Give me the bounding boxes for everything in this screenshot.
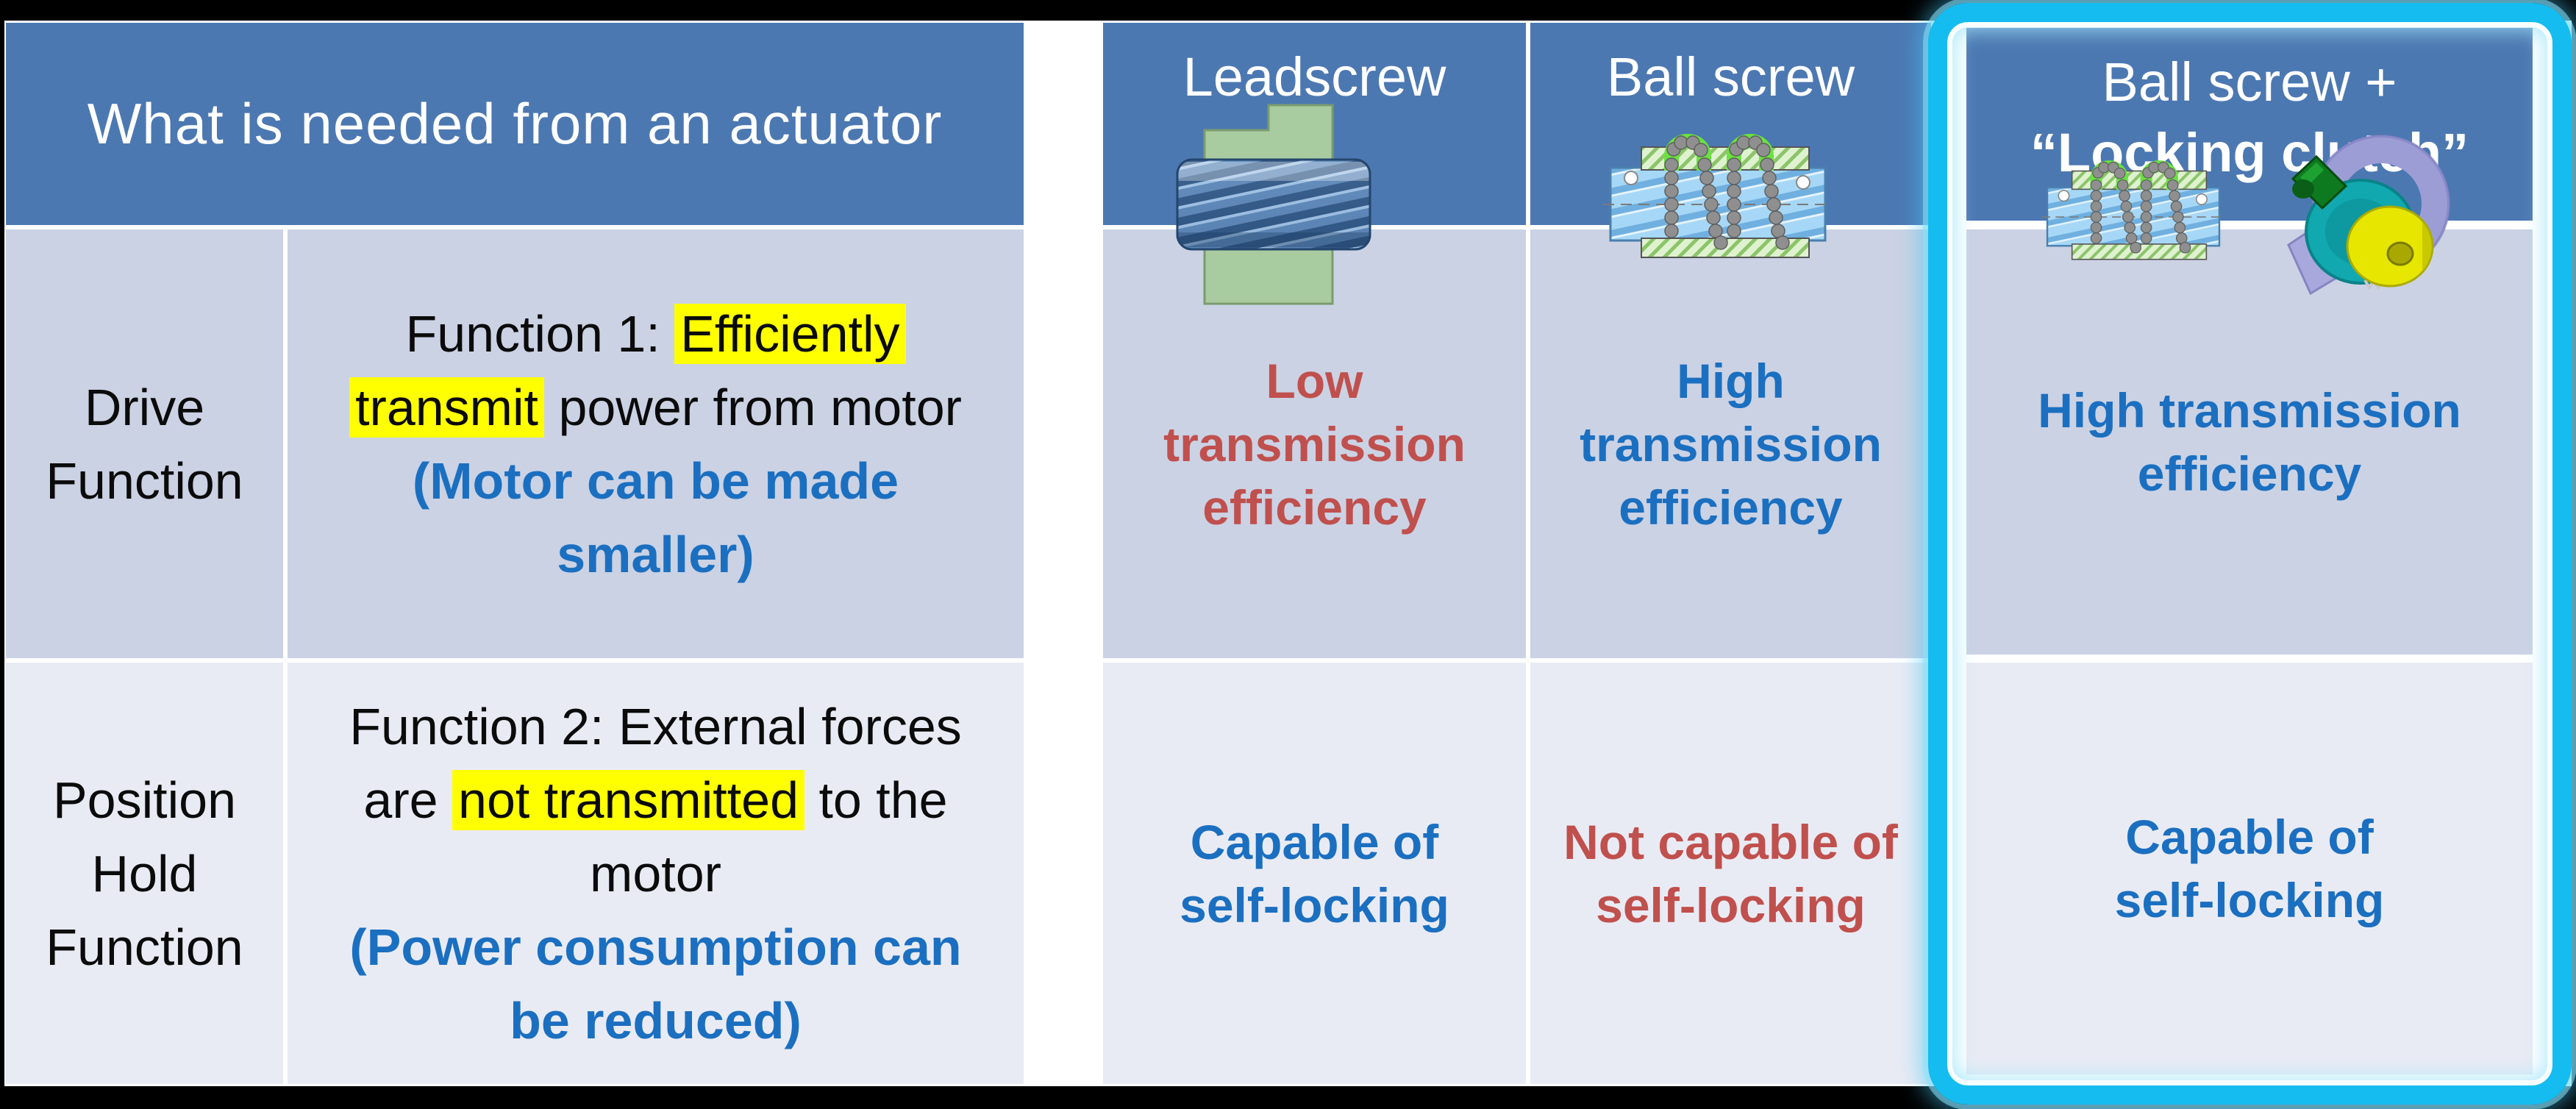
- drive-function-description: Function 1: Efficiently transmit power f…: [288, 229, 1024, 658]
- cell-leadscrew-position-hold: Capable of self-locking: [1103, 663, 1526, 1084]
- left-table-header: What is needed from an actuator: [6, 23, 1024, 225]
- row-label-drive-function: Drive Function: [6, 229, 283, 658]
- cell-ball-screw-position-hold: Not capable of self-locking: [1530, 663, 1931, 1084]
- left-table-title: What is needed from an actuator: [87, 91, 943, 156]
- cell-locking-clutch-drive: High transmission efficiency: [1966, 229, 2533, 655]
- position-hold-function-description: Function 2: External forces are not tran…: [288, 663, 1024, 1084]
- highlight-not-transmitted: not transmitted: [452, 769, 805, 830]
- cell-ball-screw-drive: High transmission efficiency: [1530, 229, 1931, 658]
- highlight-transmit: transmit: [349, 377, 544, 438]
- row-label-position-hold-function: Position Hold Function: [6, 663, 283, 1084]
- leadscrew-icon: [1176, 104, 1371, 305]
- cell-locking-clutch-position-hold: Capable of self-locking: [1966, 663, 2533, 1074]
- locking-clutch-highlight-frame: [1928, 3, 2572, 1105]
- locking-clutch-icon: [2287, 135, 2450, 296]
- ball-screw-icon: [1603, 134, 1833, 258]
- highlight-efficiently: Efficiently: [674, 303, 906, 364]
- column-header-ball-screw: Ball screw: [1530, 23, 1931, 225]
- ball-circles: [1664, 135, 1790, 250]
- ball-screw-small-icon: [2041, 160, 2225, 260]
